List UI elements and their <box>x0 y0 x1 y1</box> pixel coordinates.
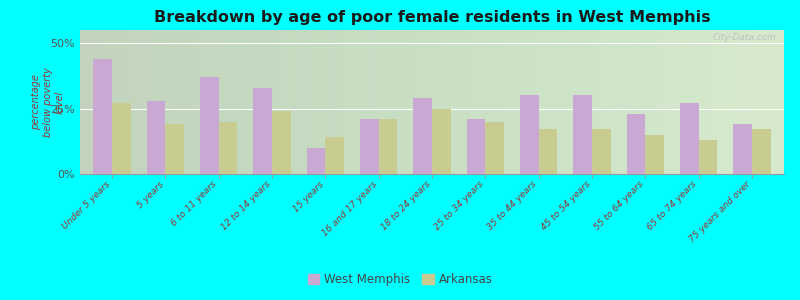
Legend: West Memphis, Arkansas: West Memphis, Arkansas <box>303 269 497 291</box>
Bar <box>626 114 646 174</box>
Bar <box>94 59 112 174</box>
Bar <box>520 95 538 174</box>
Bar <box>200 77 218 174</box>
Bar <box>734 124 752 174</box>
Bar <box>254 88 272 174</box>
Bar <box>360 119 378 174</box>
Bar <box>680 103 698 174</box>
Bar <box>752 130 770 174</box>
Bar <box>146 101 166 174</box>
Bar <box>486 122 504 174</box>
Bar <box>166 124 184 174</box>
Bar <box>326 137 344 174</box>
Bar <box>432 109 450 174</box>
Title: Breakdown by age of poor female residents in West Memphis: Breakdown by age of poor female resident… <box>154 10 710 25</box>
Bar <box>112 103 130 174</box>
Bar <box>272 111 290 174</box>
Bar <box>592 130 610 174</box>
Bar <box>218 122 238 174</box>
Y-axis label: percentage
below poverty
level: percentage below poverty level <box>31 67 64 137</box>
Bar <box>414 98 432 174</box>
Bar <box>574 95 592 174</box>
Text: City-Data.com: City-Data.com <box>713 33 777 42</box>
Bar <box>538 130 558 174</box>
Bar <box>466 119 486 174</box>
Bar <box>378 119 398 174</box>
Bar <box>646 135 664 174</box>
Bar <box>306 148 326 174</box>
Bar <box>698 140 718 174</box>
